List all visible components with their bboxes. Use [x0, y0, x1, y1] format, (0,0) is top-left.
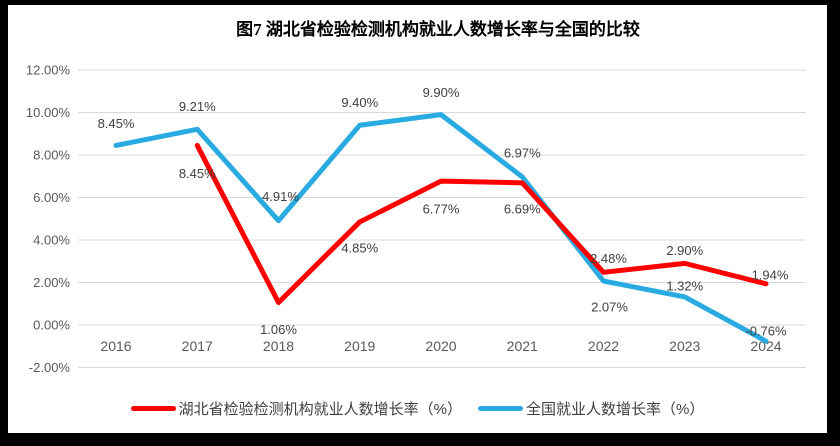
y-tick-label: 4.00%	[33, 233, 70, 248]
legend-item-hubei: 湖北省检验检测机构就业人数增长率（%）	[130, 398, 462, 419]
y-axis-tick-labels: 12.00% 10.00% 8.00% 6.00% 4.00% 2.00% 0.…	[26, 63, 71, 376]
data-label-series1: -0.76%	[745, 324, 787, 339]
x-tick-label: 2020	[425, 338, 456, 354]
data-label-series0: 1.94%	[752, 267, 789, 282]
gridlines	[78, 69, 806, 368]
x-tick-label: 2016	[100, 338, 131, 354]
chart-title: 图7 湖北省检验检测机构就业人数增长率与全国的比较	[236, 19, 640, 39]
legend-line-sample-blue	[478, 406, 523, 411]
data-label-series0: 4.85%	[341, 240, 378, 255]
data-label-series1: 4.91%	[262, 189, 299, 204]
x-axis-tick-labels: 2016 2017 2018 2019 2020 2021 2022 2023 …	[100, 338, 781, 354]
x-tick-label: 2019	[344, 338, 375, 354]
data-label-series0: 8.45%	[179, 166, 216, 181]
series-lines	[113, 112, 769, 344]
x-tick-label: 2021	[507, 338, 538, 354]
y-tick-label: 0.00%	[33, 318, 70, 333]
x-tick-label: 2023	[669, 338, 700, 354]
x-tick-label: 2022	[588, 338, 619, 354]
data-label-series1: 1.32%	[666, 278, 703, 293]
data-label-series1: 9.40%	[341, 95, 378, 110]
data-label-series0: 2.90%	[666, 243, 703, 258]
y-tick-label: 8.00%	[33, 148, 70, 163]
data-label-series1: 9.90%	[423, 85, 460, 100]
series-line-1	[113, 112, 769, 344]
line-chart: 图7 湖北省检验检测机构就业人数增长率与全国的比较 12.00% 10.00% …	[26, 19, 806, 376]
series-data-labels: 8.45% 1.06% 4.85% 6.77% 6.69% 2.48% 2.90% 1.94%…	[98, 85, 789, 339]
legend-label: 湖北省检验检测机构就业人数增长率（%）	[178, 401, 462, 418]
y-tick-label: 10.00%	[26, 105, 71, 120]
chart-figure: 图7 湖北省检验检测机构就业人数增长率与全国的比较 12.00% 10.00% …	[8, 5, 827, 433]
x-tick-label: 2018	[263, 338, 294, 354]
y-tick-label: 6.00%	[33, 190, 70, 205]
data-label-series0: 6.69%	[504, 201, 541, 216]
chart-legend: 湖北省检验检测机构就业人数增长率（%） 全国就业人数增长率（%）	[8, 398, 827, 419]
data-label-series1: 9.21%	[179, 99, 216, 114]
series-line-0	[194, 142, 769, 305]
data-label-series1: 6.97%	[504, 145, 541, 160]
data-label-series1: 8.45%	[98, 116, 135, 131]
data-label-series0: 2.48%	[590, 251, 627, 266]
legend-line-sample-red	[130, 406, 176, 411]
data-label-series0: 1.06%	[260, 322, 297, 337]
y-tick-label: -2.00%	[29, 360, 71, 375]
legend-label: 全国就业人数增长率（%）	[526, 401, 705, 418]
x-tick-label: 2024	[750, 338, 781, 354]
x-tick-label: 2017	[182, 338, 213, 354]
y-tick-label: 2.00%	[33, 275, 70, 290]
data-label-series0: 6.77%	[423, 202, 460, 217]
data-label-series1: 2.07%	[591, 300, 628, 315]
y-tick-label: 12.00%	[26, 63, 71, 78]
legend-item-national: 全国就业人数增长率（%）	[478, 398, 704, 419]
